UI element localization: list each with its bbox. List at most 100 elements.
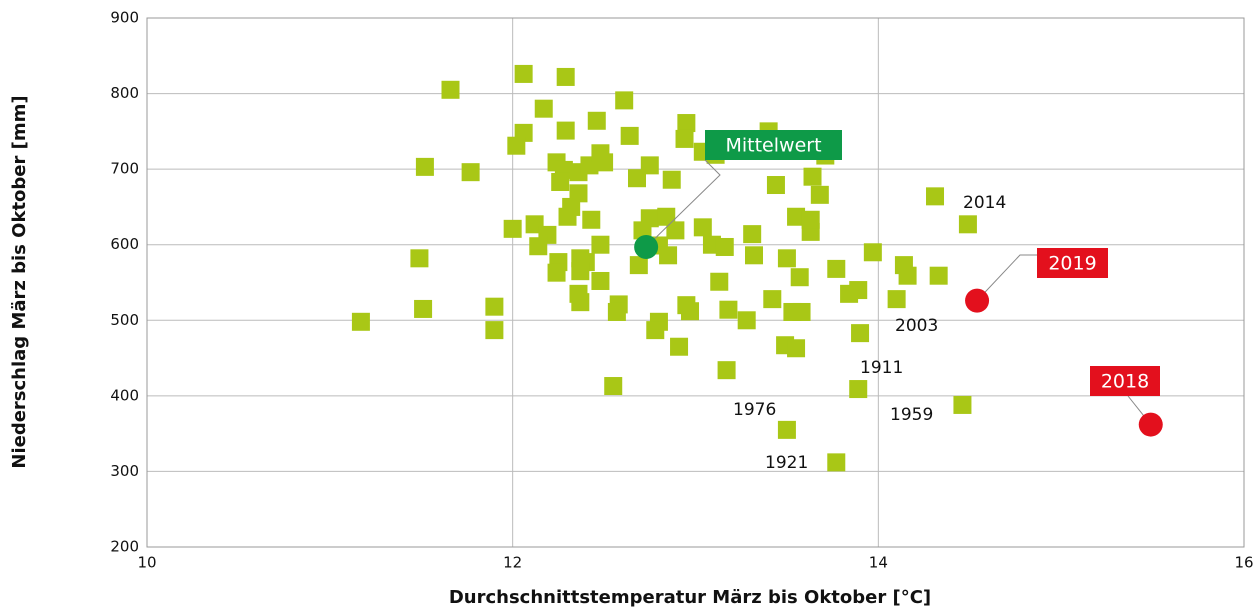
data-point [604,377,623,396]
data-point [503,219,522,238]
data-point [737,311,756,330]
data-point [958,215,977,234]
data-point [441,80,460,99]
data-point [719,300,738,319]
data-point [507,136,526,155]
highlight-point [965,288,990,313]
label-box [1037,248,1108,278]
data-point [827,259,846,278]
y-tick-label: 900 [110,9,139,27]
data-point [514,64,533,83]
data-point [591,271,610,290]
x-tick-label: 10 [137,554,156,572]
data-point [675,129,694,148]
data-point [849,380,868,399]
x-tick-label: 12 [503,554,522,572]
x-axis-label: Durchschnittstemperatur März bis Oktober… [449,587,931,608]
label-box [705,130,842,160]
data-point [615,91,634,110]
y-tick-label: 500 [110,311,139,329]
data-point [717,361,736,380]
data-point [790,268,809,287]
data-point [587,111,606,130]
data-point [547,263,566,282]
data-point [485,321,504,340]
data-point [627,169,646,188]
data-point [887,290,906,309]
data-point [670,337,689,356]
y-axis-label: Niederschlag März bis Oktober [mm] [9,95,30,468]
data-point [787,207,806,226]
annotation: 1959 [890,405,933,425]
data-point [849,281,868,300]
data-point [414,299,433,318]
data-point [415,157,434,176]
data-point [659,246,678,265]
data-point [792,302,811,321]
annotation: 1911 [860,358,903,378]
data-point [620,126,639,145]
data-point [710,272,729,291]
data-point [787,339,806,358]
x-tick-label: 14 [869,554,888,572]
data-point [485,297,504,316]
data-point [926,187,945,206]
data-point [582,210,601,229]
annotation: 1921 [765,453,808,473]
y-tick-label: 600 [110,235,139,253]
data-point [777,420,796,439]
data-point [810,185,829,204]
data-point [657,207,676,226]
leader-line [645,159,721,248]
y-tick-label: 700 [110,160,139,178]
data-point [571,293,590,312]
data-point [529,237,548,256]
data-point [827,453,846,472]
data-point [646,321,665,340]
annotation: 2003 [895,316,938,336]
data-point [863,243,882,262]
data-point [666,221,685,240]
data-point [551,172,570,191]
data-point [591,235,610,254]
data-point [766,176,785,195]
data-point [953,395,972,414]
data-point [715,237,734,256]
data-point [556,67,575,86]
data-point [777,249,796,268]
data-point [681,302,700,321]
leader-line [976,254,1037,301]
highlight-label: 2018 [1101,371,1149,393]
data-point [898,266,917,285]
y-tick-label: 300 [110,462,139,480]
data-point [803,167,822,186]
data-point [410,249,429,268]
label-box [1090,366,1160,396]
data-point [571,262,590,281]
highlight-label: Mittelwert [725,135,821,157]
annotation: 1976 [733,400,776,420]
highlight-point [1138,412,1163,437]
annotation: 2014 [963,193,1006,213]
data-point [743,225,762,244]
data-point [534,99,553,118]
data-point [677,114,696,133]
data-point [629,256,648,275]
highlight-label: 2019 [1048,253,1096,275]
data-point [763,290,782,309]
data-point [801,210,820,229]
data-point [851,324,870,343]
data-point [461,163,480,182]
data-point [556,121,575,140]
data-point [607,302,626,321]
y-tick-label: 800 [110,84,139,102]
x-tick-label: 16 [1234,554,1253,572]
y-tick-label: 200 [110,538,139,556]
plot-frame [146,17,1245,548]
data-point [569,184,588,203]
data-point [745,246,764,265]
data-point [595,153,614,172]
y-tick-label: 400 [110,386,139,404]
data-point [693,218,712,237]
